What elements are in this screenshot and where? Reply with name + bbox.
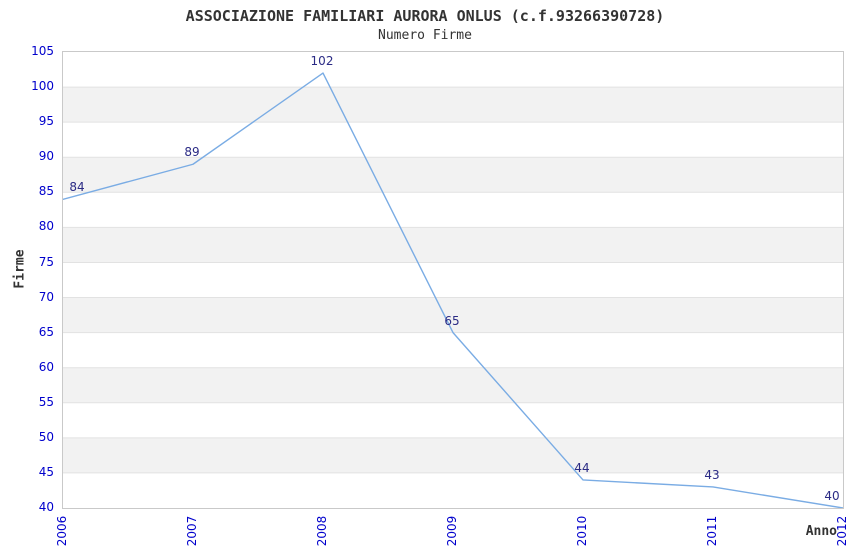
data-point-label: 40: [824, 489, 840, 503]
data-point-label: 84: [69, 180, 85, 195]
y-tick-label: 100: [31, 79, 54, 94]
data-point-label: 43: [704, 468, 720, 482]
line-chart-svg: [63, 72, 843, 508]
y-tick-label: 55: [38, 394, 54, 409]
data-point-label: 89: [184, 145, 200, 160]
y-tick-label: 85: [38, 184, 54, 199]
y-tick-label: 60: [38, 359, 54, 374]
plot-area: [62, 51, 844, 509]
y-tick-label: 40: [38, 500, 54, 514]
x-tick-label: 2012: [835, 515, 849, 547]
y-tick-label: 90: [38, 149, 54, 164]
plot-band: [63, 367, 843, 403]
plot-band: [63, 227, 843, 263]
plot-band: [63, 437, 843, 473]
y-tick-label: 105: [31, 44, 54, 58]
x-tick-label: 2007: [185, 515, 199, 547]
data-point-label: 44: [574, 460, 590, 475]
plot-band: [63, 157, 843, 193]
y-tick-label: 95: [38, 114, 54, 129]
series-line: [63, 72, 843, 508]
plot-band: [63, 87, 843, 123]
plot-band: [63, 297, 843, 333]
chart-title: ASSOCIAZIONE FAMILIARI AURORA ONLUS (c.f…: [185, 7, 665, 25]
x-tick-label: 2010: [575, 515, 589, 547]
y-tick-label: 80: [38, 219, 54, 234]
x-axis-title: Anno: [805, 524, 837, 539]
chart-subtitle: Numero Firme: [378, 28, 472, 43]
x-tick-label: 2009: [445, 515, 459, 547]
data-point-label: 102: [310, 54, 334, 68]
data-point-label: 65: [444, 313, 460, 328]
y-tick-label: 70: [38, 289, 54, 304]
x-tick-label: 2006: [55, 515, 69, 547]
y-tick-label: 75: [38, 254, 54, 269]
x-tick-label: 2008: [315, 515, 329, 547]
y-tick-label: 45: [38, 464, 54, 479]
x-tick-label: 2011: [705, 515, 719, 547]
y-tick-label: 50: [38, 429, 54, 444]
y-tick-label: 65: [38, 324, 54, 339]
